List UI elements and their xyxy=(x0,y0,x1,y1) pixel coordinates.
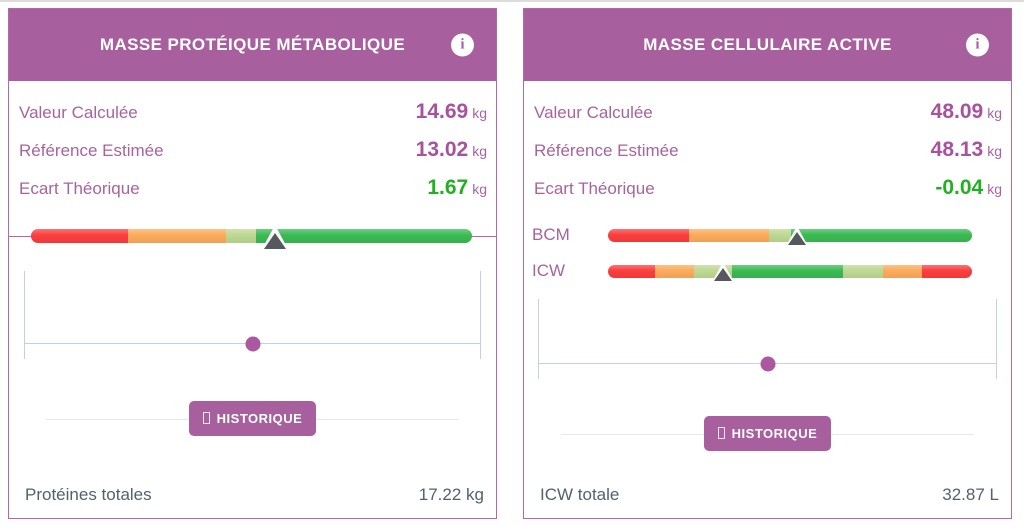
row-label: Référence Estimée xyxy=(534,141,679,160)
row-unit: kg xyxy=(472,105,487,121)
row-unit: kg xyxy=(472,143,487,159)
value-row: Valeur Calculée 48.09 kg xyxy=(534,93,1002,131)
row-unit: kg xyxy=(472,181,487,197)
historique-button-label: HISTORIQUE xyxy=(731,426,818,441)
gauge-row-icw: ICW xyxy=(524,253,1011,289)
gauge-bar xyxy=(608,261,972,282)
historique-button-label: HISTORIQUE xyxy=(216,411,303,426)
gauge-row-bcm: BCM xyxy=(524,217,1011,253)
gauge-segment-lightgreen xyxy=(843,264,883,278)
row-value: 1.67 xyxy=(427,176,469,199)
slider-handle[interactable] xyxy=(760,356,775,372)
row-label: Valeur Calculée xyxy=(534,103,653,122)
row-value: 48.13 xyxy=(930,138,984,161)
info-icon[interactable]: i xyxy=(451,33,474,57)
gauge-segment-lightgreen xyxy=(226,229,257,243)
row-unit: kg xyxy=(987,181,1002,197)
value-row: Ecart Théorique -0.04 kg xyxy=(534,169,1002,207)
footer-label: Protéines totales xyxy=(25,485,152,504)
gauge-segment-red xyxy=(608,264,655,278)
row-value: 48.09 xyxy=(930,100,984,123)
gauge-zone xyxy=(9,225,496,249)
gauge-segment-red xyxy=(922,264,972,278)
gauge-segment-lightgreen xyxy=(768,228,792,242)
gauge-segment-green xyxy=(731,264,844,278)
gauge-segment-orange xyxy=(882,264,923,278)
panel-footer: ICW totale 32.87 L xyxy=(524,485,1011,518)
row-value: 14.69 xyxy=(415,100,469,123)
value-row: Valeur Calculée 14.69 kg xyxy=(19,93,487,131)
value-rows: Valeur Calculée 48.09 kg Référence Estimé… xyxy=(524,81,1011,207)
value-row: Référence Estimée 48.13 kg xyxy=(534,131,1002,169)
gauge-segment-red xyxy=(31,229,129,243)
panel-header: MASSE CELLULAIRE ACTIVE i xyxy=(524,9,1011,81)
button-row: HISTORIQUE xyxy=(9,401,496,436)
gauge-segment-green xyxy=(274,229,472,243)
row-unit: kg xyxy=(987,105,1002,121)
gauge-bar xyxy=(608,225,972,246)
panel-footer: Protéines totales 17.22 kg xyxy=(9,485,496,518)
gauge-segment-orange xyxy=(128,229,227,243)
value-rows: Valeur Calculée 14.69 kg Référence Estimé… xyxy=(9,81,496,207)
row-unit: kg xyxy=(987,143,1002,159)
footer-label: ICW totale xyxy=(540,485,620,504)
row-value: 13.02 xyxy=(415,138,469,161)
panel-masse-cellulaire: MASSE CELLULAIRE ACTIVE i Valeur Calculé… xyxy=(523,8,1012,519)
panel-header: MASSE PROTÉIQUE MÉTABOLIQUE i xyxy=(9,9,496,81)
panel-title: MASSE PROTÉIQUE MÉTABOLIQUE xyxy=(99,35,406,54)
history-slider[interactable] xyxy=(24,271,481,359)
gauge-segment-red xyxy=(608,228,690,242)
value-row: Ecart Théorique 1.67 kg xyxy=(19,169,487,207)
value-row: Référence Estimée 13.02 kg xyxy=(19,131,487,169)
gauge-label: ICW xyxy=(532,261,566,280)
slider-handle[interactable] xyxy=(245,336,260,352)
historique-button[interactable]: HISTORIQUE xyxy=(703,416,832,451)
button-row: HISTORIQUE xyxy=(524,416,1011,451)
gauge-label: BCM xyxy=(532,225,570,244)
gauge-bar xyxy=(31,225,472,249)
historique-button[interactable]: HISTORIQUE xyxy=(188,401,317,436)
placeholder-box-icon xyxy=(202,412,210,424)
row-label: Ecart Théorique xyxy=(19,179,140,198)
panel-masse-proteique: MASSE PROTÉIQUE MÉTABOLIQUE i Valeur Cal… xyxy=(8,8,497,519)
placeholder-box-icon xyxy=(717,427,725,439)
footer-value: 32.87 L xyxy=(942,485,999,504)
row-label: Référence Estimée xyxy=(19,141,164,160)
panel-title: MASSE CELLULAIRE ACTIVE xyxy=(643,35,892,54)
row-label: Ecart Théorique xyxy=(534,179,655,198)
gauge-segment-orange xyxy=(654,264,695,278)
row-label: Valeur Calculée xyxy=(19,103,138,122)
info-icon[interactable]: i xyxy=(966,33,989,57)
gauge-segment-orange xyxy=(689,228,769,242)
gauge-segment-green xyxy=(797,228,972,242)
history-slider[interactable] xyxy=(538,299,997,379)
row-value: -0.04 xyxy=(935,176,984,199)
footer-value: 17.22 kg xyxy=(418,485,484,504)
